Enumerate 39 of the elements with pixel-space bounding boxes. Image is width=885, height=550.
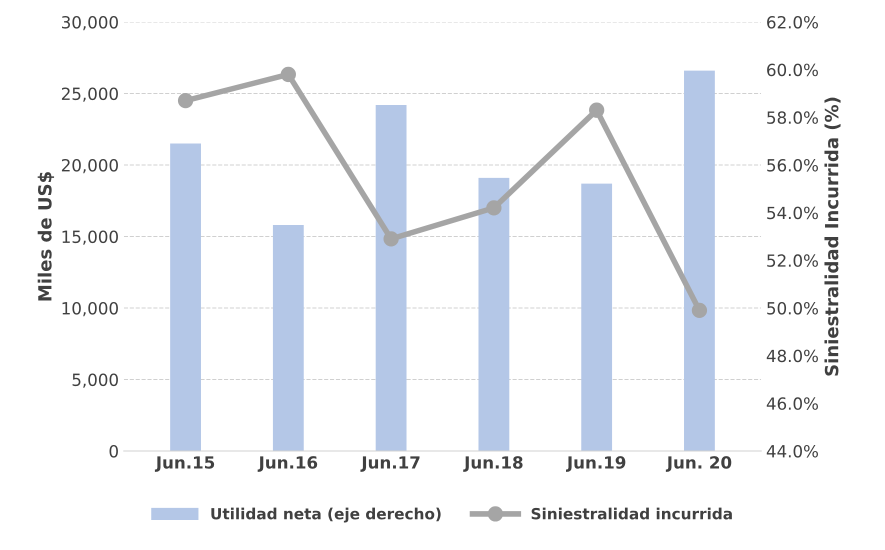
y2-tick-label: 54.0% — [767, 206, 818, 220]
y2-tick-label: 56.0% — [767, 158, 818, 172]
point — [178, 93, 194, 108]
y2-tick-label: 58.0% — [767, 111, 818, 124]
point — [589, 102, 604, 118]
y-axis-title: Miles de US$ — [38, 172, 54, 300]
bar — [581, 184, 612, 451]
y-tick-label: 30,000 — [62, 16, 118, 30]
y-tick-label: 20,000 — [62, 158, 118, 174]
y-tick-label: 10,000 — [62, 302, 118, 316]
x-tick-label: Jun.16 — [258, 456, 318, 472]
point — [486, 200, 502, 216]
y-tick-label: 5,000 — [72, 373, 118, 388]
y2-tick-label: 60.0% — [767, 64, 818, 76]
y2-tick-label: 50.0% — [767, 302, 818, 315]
y2-tick-label: 52.0% — [767, 254, 818, 267]
y2-tick-label: 46.0% — [766, 397, 818, 410]
point — [383, 231, 399, 247]
x-tick-label: Jun.15 — [154, 456, 214, 472]
bar — [376, 104, 407, 451]
bar — [684, 70, 715, 451]
y2-axis-title: Siniestralidad Incurrida (%) — [824, 98, 841, 376]
y2-tick-label: 48.0% — [766, 350, 818, 362]
bar — [170, 144, 201, 451]
y-tick-label: 25,000 — [62, 87, 118, 102]
legend-label: Utilidad neta (eje derecho) — [211, 508, 441, 523]
y-tick-label: 15,000 — [62, 230, 118, 245]
legend-label: Siniestralidad incurrida — [532, 508, 732, 520]
y-tick-label: 0 — [110, 444, 118, 458]
bar — [478, 178, 510, 451]
point — [692, 302, 708, 318]
x-tick-label: Jun. 20 — [666, 456, 732, 472]
y2-tick-label: 44.0% — [766, 444, 818, 458]
y2-tick-label: 62.0% — [767, 16, 818, 29]
point — [280, 66, 296, 82]
x-tick-label: Jun.17 — [360, 456, 420, 472]
x-tick-label: Jun.18 — [463, 456, 523, 472]
bar — [272, 225, 304, 451]
x-tick-label: Jun.19 — [566, 456, 626, 472]
